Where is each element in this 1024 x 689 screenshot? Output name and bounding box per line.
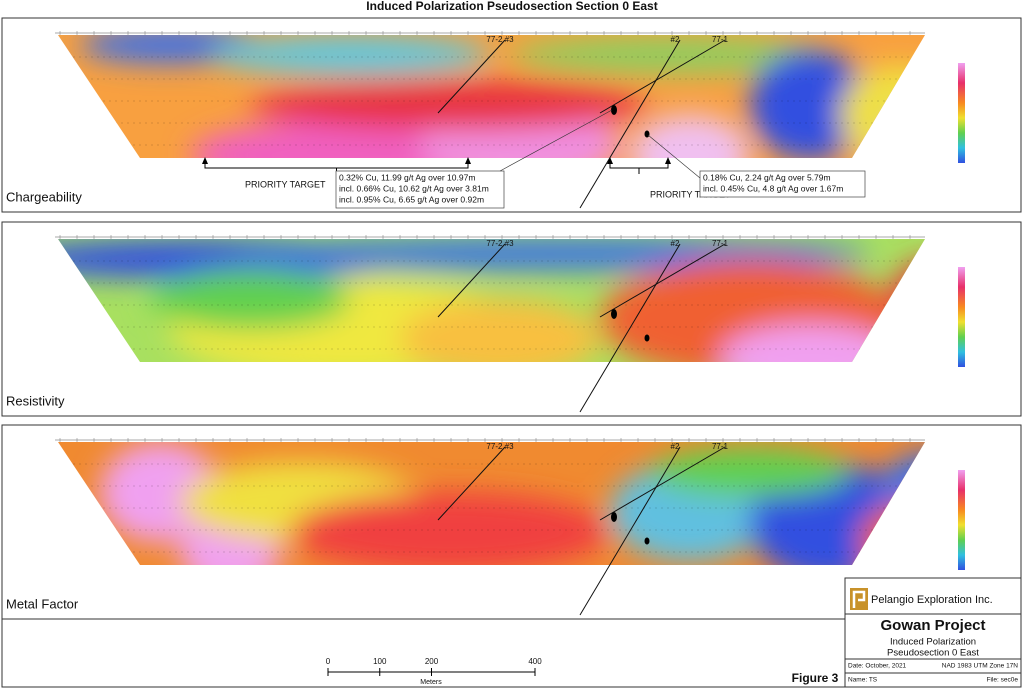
drill-hole bbox=[437, 446, 506, 521]
target-bracket bbox=[609, 158, 669, 174]
name: Name: TS bbox=[848, 677, 878, 684]
target-arrow bbox=[607, 157, 671, 164]
anomaly bbox=[630, 115, 750, 158]
panel-frame bbox=[1, 221, 1022, 417]
logo-mark bbox=[852, 590, 866, 608]
figure-label: Figure 3 bbox=[792, 671, 839, 685]
anomaly bbox=[650, 447, 850, 497]
hole-label: 77-2 #3 bbox=[486, 239, 514, 248]
intercept-box bbox=[699, 170, 866, 198]
scale-label: 100 bbox=[373, 657, 387, 666]
legend-bar bbox=[958, 267, 965, 367]
date: Date: October, 2021 bbox=[848, 663, 907, 670]
heatmap-blobs bbox=[80, 35, 925, 158]
target-label: PRIORITY TARGET bbox=[245, 179, 326, 189]
hole-label: 77-1 bbox=[712, 35, 729, 44]
drill-hole bbox=[599, 446, 726, 521]
pseudosection bbox=[58, 239, 925, 362]
anomaly bbox=[750, 50, 870, 158]
anomaly bbox=[400, 299, 600, 362]
anomaly bbox=[860, 502, 925, 565]
datum: NAD 1983 UTM Zone 17N bbox=[942, 663, 1019, 670]
intercept-text: incl. 0.66% Cu, 10.62 g/t Ag over 3.81m bbox=[339, 183, 489, 193]
heatmap-blobs bbox=[58, 239, 925, 362]
drill-hole bbox=[437, 39, 506, 114]
panel-label: Chargeability bbox=[6, 189, 82, 204]
anomaly bbox=[210, 35, 490, 75]
intercept-marker bbox=[644, 130, 650, 138]
legend-bar bbox=[958, 63, 965, 163]
drill-hole bbox=[437, 243, 506, 318]
panel-frame bbox=[1, 17, 1022, 213]
target-label: PRIORITY TARGET bbox=[650, 189, 731, 199]
intercept-text: incl. 0.95% Cu, 6.65 g/t Ag over 0.92m bbox=[339, 194, 484, 204]
file: File: sec0e bbox=[987, 677, 1019, 684]
anomaly bbox=[510, 37, 830, 73]
subtitle: Pseudosection 0 East bbox=[887, 648, 979, 659]
drill-hole bbox=[579, 243, 681, 413]
target-arrow bbox=[202, 157, 471, 164]
panel-label: Metal Factor bbox=[6, 596, 79, 611]
intercept-marker bbox=[644, 537, 650, 545]
panel-label: Resistivity bbox=[6, 393, 65, 408]
intercept-marker bbox=[644, 334, 650, 342]
scale-label: 400 bbox=[528, 657, 542, 666]
pseudosection bbox=[58, 35, 925, 158]
anomaly bbox=[150, 269, 350, 329]
intercept-marker bbox=[611, 512, 617, 522]
intercept-text: incl. 0.45% Cu, 4.8 g/t Ag over 1.67m bbox=[703, 183, 843, 193]
intercept-text: 0.18% Cu, 2.24 g/t Ag over 5.79m bbox=[703, 172, 831, 182]
scale-label: 200 bbox=[425, 657, 439, 666]
company: Pelangio Exploration Inc. bbox=[871, 594, 993, 606]
drill-hole bbox=[599, 243, 726, 318]
intercept-marker bbox=[611, 105, 617, 115]
pseudosection bbox=[58, 442, 925, 565]
drill-hole bbox=[599, 39, 726, 114]
intercept-box bbox=[335, 170, 505, 209]
hole-label: #2 bbox=[671, 442, 680, 451]
scale-label: 0 bbox=[326, 657, 331, 666]
intercept-marker bbox=[611, 309, 617, 319]
project: Gowan Project bbox=[880, 617, 985, 634]
legend-bar bbox=[958, 470, 965, 570]
heatmap bbox=[58, 239, 925, 362]
figure-title: Induced Polarization Pseudosection Secti… bbox=[366, 0, 657, 13]
hole-label: 77-1 bbox=[712, 239, 729, 248]
hole-label: #2 bbox=[671, 239, 680, 248]
heatmap bbox=[58, 442, 925, 565]
title-block bbox=[844, 577, 1022, 688]
anomaly bbox=[840, 65, 925, 158]
hole-label: #2 bbox=[671, 35, 680, 44]
anomaly bbox=[290, 492, 610, 565]
hole-label: 77-1 bbox=[712, 442, 729, 451]
subtitle: Induced Polarization bbox=[890, 637, 976, 648]
hole-label: 77-2 #3 bbox=[486, 442, 514, 451]
intercept-text: 0.32% Cu, 11.99 g/t Ag over 10.97m bbox=[339, 172, 475, 182]
heatmap bbox=[58, 35, 925, 158]
anomaly bbox=[720, 324, 900, 362]
drill-hole bbox=[579, 39, 681, 209]
leader bbox=[647, 134, 701, 179]
anomaly bbox=[250, 80, 650, 130]
scale-unit: Meters bbox=[420, 679, 442, 686]
hole-label: 77-2 #3 bbox=[486, 35, 514, 44]
drill-hole bbox=[579, 446, 681, 616]
leader bbox=[499, 109, 613, 172]
